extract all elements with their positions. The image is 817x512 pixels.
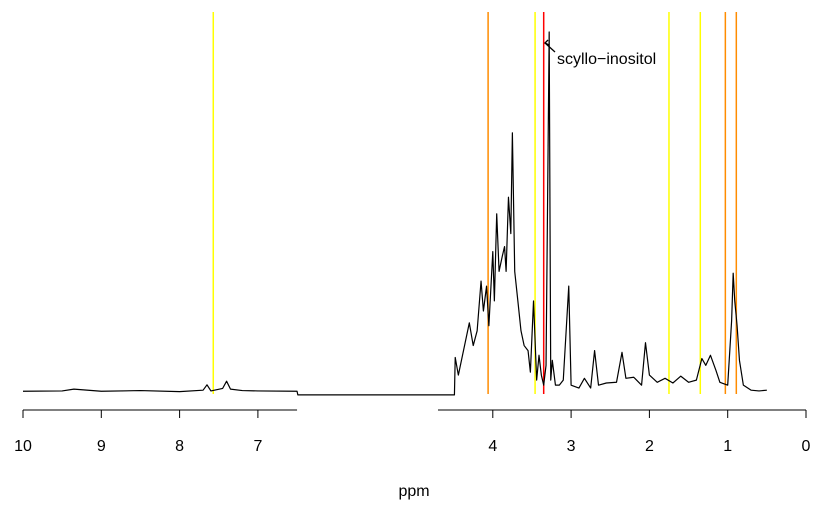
annotation-arrow [543, 39, 556, 53]
marker-lines [212, 12, 738, 394]
spectrum [22, 31, 767, 396]
x-tick-label: 8 [175, 438, 184, 455]
x-tick-label: 2 [645, 438, 654, 455]
x-axis-title: ppm [398, 483, 429, 500]
x-tick-label: 1 [723, 438, 732, 455]
x-tick-label: 10 [14, 438, 32, 455]
x-tick-label: 4 [488, 438, 497, 455]
x-tick-label: 7 [253, 438, 262, 455]
spectrum-line [22, 31, 767, 396]
annotation: scyllo−inositol [557, 51, 656, 68]
x-axis: 10 9 8 7 4 3 2 1 0 [14, 409, 811, 455]
x-tick-label: 9 [97, 438, 106, 455]
x-tick-label: 3 [567, 438, 576, 455]
x-tick-label: 0 [802, 438, 811, 455]
